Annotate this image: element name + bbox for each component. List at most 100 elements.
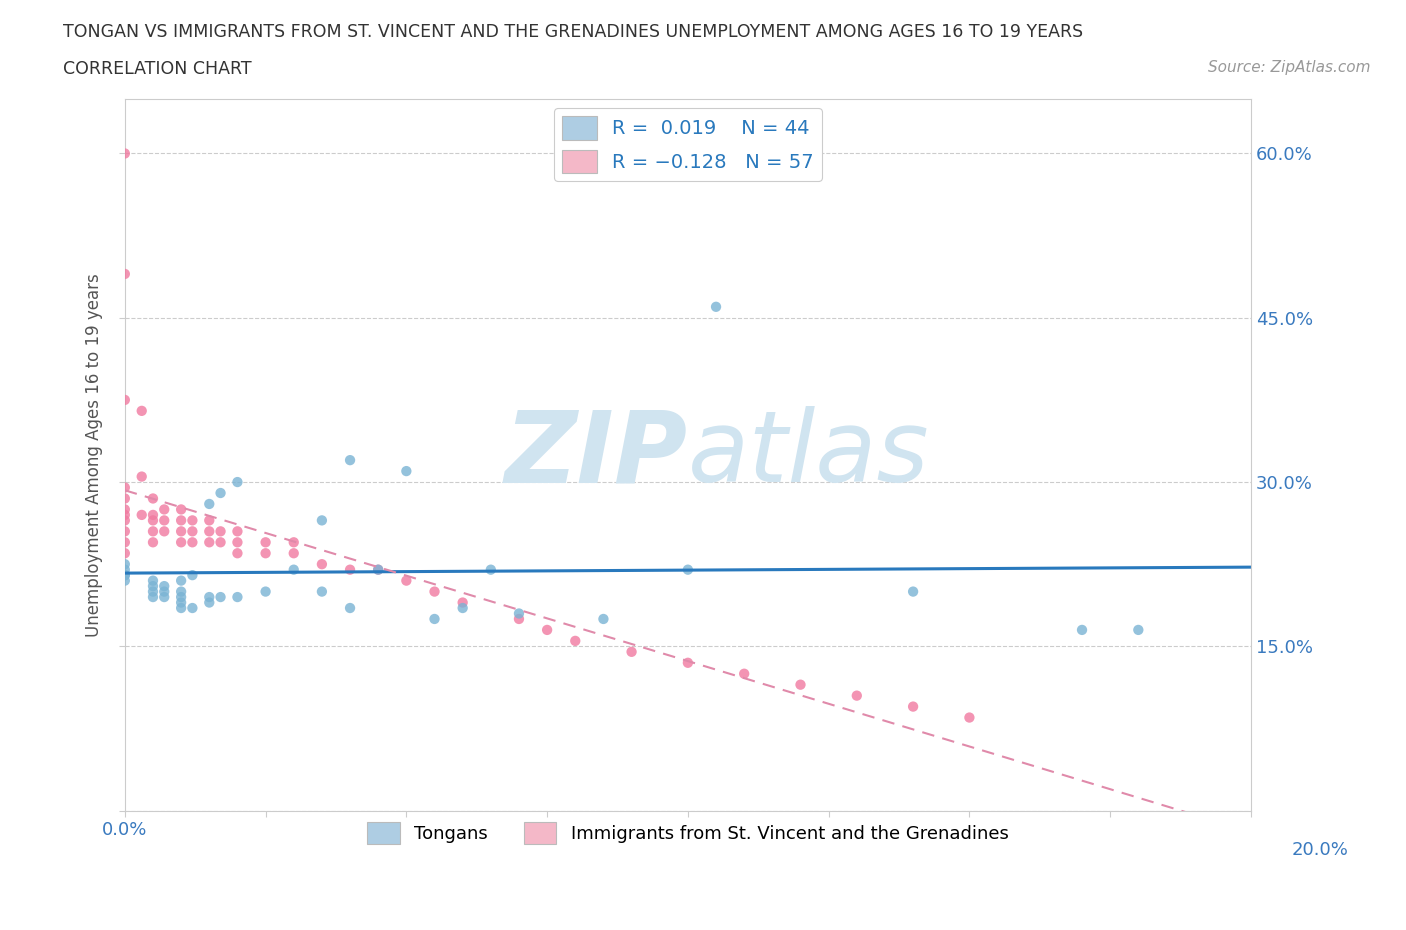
Point xyxy=(564,633,586,648)
Point xyxy=(198,535,221,550)
Legend: Tongans, Immigrants from St. Vincent and the Grenadines: Tongans, Immigrants from St. Vincent and… xyxy=(360,815,1017,852)
Point xyxy=(170,535,193,550)
Point xyxy=(536,622,558,637)
Text: Source: ZipAtlas.com: Source: ZipAtlas.com xyxy=(1208,60,1371,75)
Point xyxy=(153,590,176,604)
Point xyxy=(367,563,389,578)
Point xyxy=(170,573,193,588)
Point xyxy=(479,563,502,578)
Point xyxy=(1071,622,1094,637)
Point xyxy=(957,711,980,725)
Point xyxy=(181,524,204,538)
Point xyxy=(311,513,333,528)
Point xyxy=(226,546,249,561)
Point xyxy=(181,535,204,550)
Point xyxy=(209,535,232,550)
Point xyxy=(114,567,136,582)
Point xyxy=(254,535,277,550)
Point xyxy=(339,563,361,578)
Point xyxy=(283,563,305,578)
Point xyxy=(508,612,530,627)
Point xyxy=(209,590,232,604)
Point xyxy=(226,535,249,550)
Point xyxy=(676,656,699,671)
Point xyxy=(142,590,165,604)
Point xyxy=(283,535,305,550)
Point xyxy=(131,469,153,484)
Point xyxy=(620,644,643,659)
Point xyxy=(142,584,165,599)
Point xyxy=(114,491,136,506)
Text: atlas: atlas xyxy=(688,406,929,503)
Point xyxy=(114,146,136,161)
Point xyxy=(395,464,418,479)
Point xyxy=(142,578,165,593)
Point xyxy=(114,513,136,528)
Point xyxy=(198,513,221,528)
Point xyxy=(170,601,193,616)
Point xyxy=(339,453,361,468)
Point xyxy=(209,524,232,538)
Point xyxy=(114,535,136,550)
Point xyxy=(114,557,136,572)
Point xyxy=(254,546,277,561)
Point xyxy=(142,513,165,528)
Point xyxy=(181,601,204,616)
Point xyxy=(170,524,193,538)
Point xyxy=(114,502,136,517)
Point xyxy=(142,491,165,506)
Point xyxy=(114,567,136,582)
Point xyxy=(170,595,193,610)
Point xyxy=(508,606,530,621)
Point xyxy=(114,508,136,523)
Point xyxy=(114,546,136,561)
Point xyxy=(181,567,204,582)
Point xyxy=(254,584,277,599)
Point xyxy=(114,563,136,578)
Point xyxy=(153,584,176,599)
Point xyxy=(153,524,176,538)
Point xyxy=(170,584,193,599)
Point xyxy=(423,584,446,599)
Point xyxy=(339,601,361,616)
Point xyxy=(592,612,614,627)
Point xyxy=(311,584,333,599)
Text: 20.0%: 20.0% xyxy=(1292,842,1348,859)
Text: ZIP: ZIP xyxy=(505,406,688,503)
Point xyxy=(198,595,221,610)
Point xyxy=(170,513,193,528)
Point xyxy=(153,578,176,593)
Point xyxy=(451,595,474,610)
Point xyxy=(114,480,136,495)
Point xyxy=(733,666,755,681)
Point xyxy=(226,524,249,538)
Point xyxy=(170,590,193,604)
Point xyxy=(311,557,333,572)
Point xyxy=(114,524,136,538)
Y-axis label: Unemployment Among Ages 16 to 19 years: Unemployment Among Ages 16 to 19 years xyxy=(86,272,103,636)
Point xyxy=(170,502,193,517)
Point xyxy=(901,584,924,599)
Point xyxy=(226,474,249,489)
Point xyxy=(451,601,474,616)
Point xyxy=(153,502,176,517)
Point xyxy=(181,513,204,528)
Point xyxy=(789,677,811,692)
Point xyxy=(676,563,699,578)
Point xyxy=(142,508,165,523)
Text: TONGAN VS IMMIGRANTS FROM ST. VINCENT AND THE GRENADINES UNEMPLOYMENT AMONG AGES: TONGAN VS IMMIGRANTS FROM ST. VINCENT AN… xyxy=(63,23,1084,41)
Point xyxy=(209,485,232,500)
Point xyxy=(367,563,389,578)
Point xyxy=(423,612,446,627)
Point xyxy=(395,573,418,588)
Point xyxy=(704,299,727,314)
Point xyxy=(845,688,868,703)
Point xyxy=(226,590,249,604)
Point xyxy=(198,524,221,538)
Point xyxy=(153,513,176,528)
Point xyxy=(114,267,136,282)
Point xyxy=(114,392,136,407)
Point xyxy=(283,546,305,561)
Point xyxy=(131,508,153,523)
Point xyxy=(142,524,165,538)
